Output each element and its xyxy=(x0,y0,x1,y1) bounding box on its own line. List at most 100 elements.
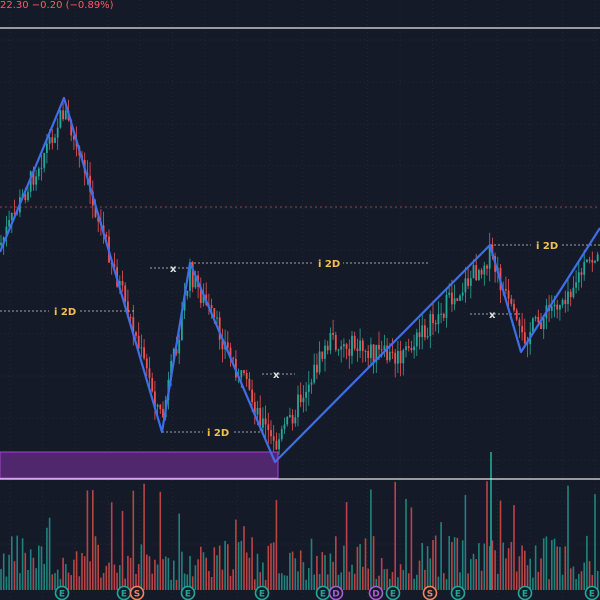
volume-bar xyxy=(594,494,596,590)
candle-body xyxy=(253,401,256,415)
candle-body xyxy=(307,384,310,392)
candle-body xyxy=(483,265,486,275)
volume-bar xyxy=(148,556,151,590)
volume-bar xyxy=(470,559,472,590)
candle-body xyxy=(189,262,191,291)
candle-body xyxy=(54,137,56,143)
volume-bar xyxy=(545,536,548,590)
volume-bar xyxy=(256,553,259,590)
event-marker[interactable]: S xyxy=(422,585,438,600)
volume-bar xyxy=(70,575,72,590)
candle-body xyxy=(218,317,221,340)
volume-bar xyxy=(532,577,534,590)
volume-bar xyxy=(453,537,456,590)
volume-bar xyxy=(38,545,40,590)
volume-bar xyxy=(264,579,267,590)
candle-body xyxy=(94,205,97,217)
volume-bar xyxy=(529,558,531,590)
candle-body xyxy=(48,137,51,144)
zigzag-line xyxy=(0,96,600,464)
volume-bar xyxy=(343,545,345,590)
volume-bar xyxy=(467,573,469,590)
candle-body xyxy=(143,347,145,359)
candle-body xyxy=(372,344,375,362)
candle-body xyxy=(302,397,305,403)
event-marker[interactable]: D xyxy=(328,585,344,600)
event-marker[interactable]: E xyxy=(450,585,466,600)
volume-bar xyxy=(189,556,191,590)
event-marker[interactable]: E xyxy=(116,585,132,600)
candle-body xyxy=(216,317,218,319)
volume-bar xyxy=(553,538,556,590)
volume-bar xyxy=(97,544,99,590)
candle-body xyxy=(405,346,407,351)
volume-bar xyxy=(432,539,434,590)
event-marker[interactable]: E xyxy=(584,585,600,600)
candle-body xyxy=(294,417,297,424)
candle-body xyxy=(73,135,75,140)
candle-body xyxy=(70,119,73,136)
pivot-label-bg xyxy=(203,424,233,440)
candle-body xyxy=(289,414,291,417)
volume-bar xyxy=(537,571,540,590)
candle-body xyxy=(594,260,596,263)
candle-body xyxy=(394,352,397,364)
event-marker[interactable]: E xyxy=(254,585,270,600)
candle-body xyxy=(178,339,181,354)
volume-bar xyxy=(210,576,213,590)
volume-bar xyxy=(173,560,175,590)
candle-body xyxy=(297,394,299,418)
event-marker[interactable]: E xyxy=(180,585,196,600)
candle-body xyxy=(351,335,353,356)
candle-body xyxy=(532,318,534,332)
volume-bar xyxy=(208,570,210,590)
candle-body xyxy=(202,294,205,303)
candle-body xyxy=(486,265,488,269)
event-marker[interactable]: D xyxy=(368,585,384,600)
event-marker[interactable]: E xyxy=(54,585,70,600)
candle-body xyxy=(505,289,507,291)
candle-body xyxy=(275,440,278,450)
volume-bar xyxy=(89,561,91,590)
volume-bar xyxy=(394,481,396,590)
volume-bar xyxy=(399,564,402,590)
candlesticks xyxy=(0,98,599,455)
volume-bar xyxy=(272,542,275,590)
volume-bar xyxy=(380,558,383,590)
event-marker[interactable]: E xyxy=(315,585,331,600)
event-marker[interactable]: S xyxy=(129,585,145,600)
candle-body xyxy=(181,310,183,340)
candle-body xyxy=(27,191,29,201)
candle-body xyxy=(575,282,577,288)
pivot-label-bg xyxy=(313,255,343,271)
volume-bar xyxy=(429,558,432,590)
event-marker-label: D xyxy=(372,590,379,600)
volume-bar xyxy=(559,546,561,590)
volume-bar xyxy=(424,569,426,590)
event-marker-label: E xyxy=(121,590,127,600)
candle-body xyxy=(507,290,510,299)
candle-body xyxy=(326,345,329,351)
event-marker-label: E xyxy=(455,590,461,600)
volume-bar xyxy=(270,543,272,590)
volume-bar xyxy=(391,572,394,590)
candle-body xyxy=(421,325,424,338)
candle-body xyxy=(364,350,367,352)
volume-bar xyxy=(16,535,18,590)
volume-bar xyxy=(542,538,545,590)
volume-bar xyxy=(213,547,216,590)
candle-body xyxy=(569,291,572,298)
volume-bar xyxy=(578,573,580,590)
candle-body xyxy=(340,346,343,350)
volume-bar xyxy=(459,572,461,590)
candle-body xyxy=(526,343,529,345)
event-marker[interactable]: E xyxy=(385,585,401,600)
volume-bar xyxy=(548,579,550,590)
volume-bar xyxy=(475,559,477,590)
candle-body xyxy=(13,212,16,214)
event-marker[interactable]: E xyxy=(517,585,533,600)
volume-bar xyxy=(62,557,64,590)
volume-bar xyxy=(235,519,237,590)
